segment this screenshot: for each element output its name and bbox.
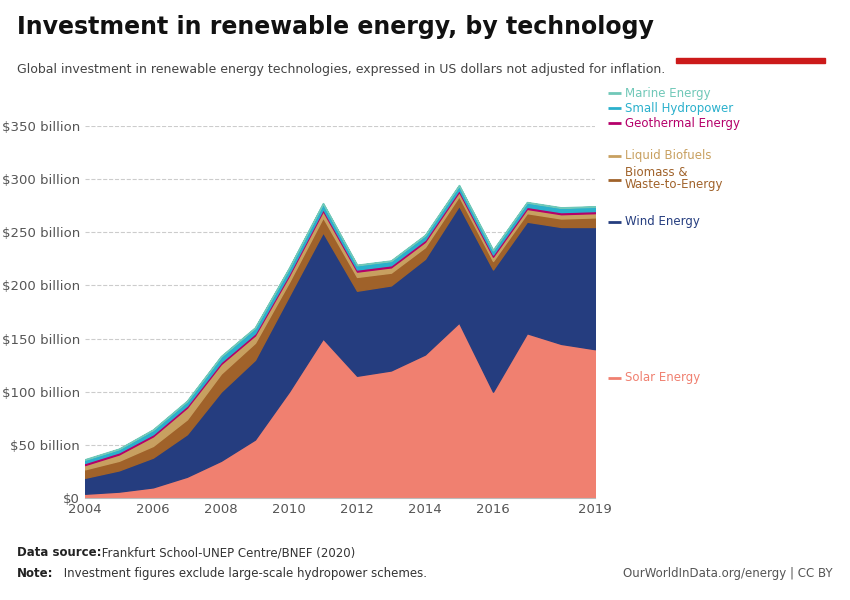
Text: in Data: in Data [726, 41, 774, 54]
Text: Investment figures exclude large-scale hydropower schemes.: Investment figures exclude large-scale h… [60, 567, 427, 580]
Text: Solar Energy: Solar Energy [625, 371, 700, 385]
Text: Data source:: Data source: [17, 546, 101, 559]
Text: Small Hydropower: Small Hydropower [625, 101, 733, 115]
Text: Our World: Our World [717, 25, 784, 38]
Text: Biomass &: Biomass & [625, 166, 688, 179]
Text: Note:: Note: [17, 567, 54, 580]
Text: Wind Energy: Wind Energy [625, 215, 700, 229]
Text: Global investment in renewable energy technologies, expressed in US dollars not : Global investment in renewable energy te… [17, 63, 666, 76]
Text: Geothermal Energy: Geothermal Energy [625, 116, 740, 130]
Text: Marine Energy: Marine Energy [625, 86, 711, 100]
Text: Waste-to-Energy: Waste-to-Energy [625, 178, 723, 191]
Bar [676, 58, 824, 63]
Text: Liquid Biofuels: Liquid Biofuels [625, 149, 711, 163]
Text: Frankfurt School-UNEP Centre/BNEF (2020): Frankfurt School-UNEP Centre/BNEF (2020) [98, 546, 355, 559]
Text: OurWorldInData.org/energy | CC BY: OurWorldInData.org/energy | CC BY [623, 567, 833, 580]
Text: Investment in renewable energy, by technology: Investment in renewable energy, by techn… [17, 15, 654, 39]
